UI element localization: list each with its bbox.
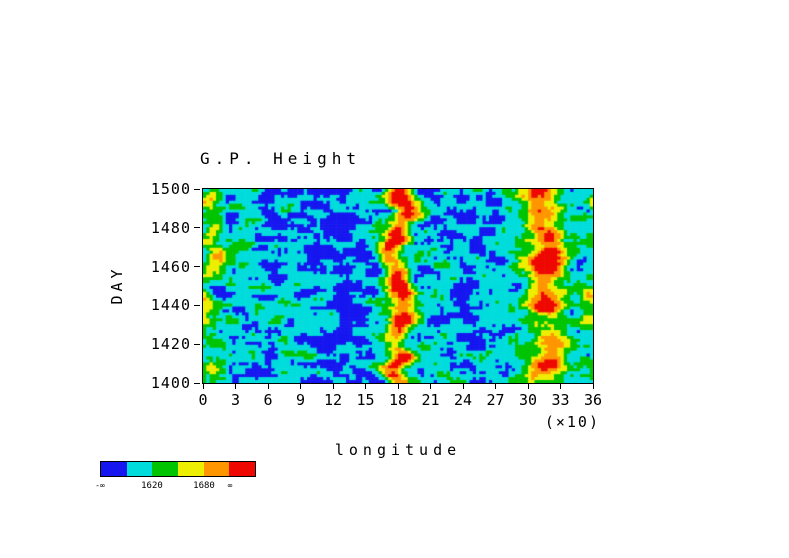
x-tick-label: 0 xyxy=(198,391,208,409)
x-tick xyxy=(527,384,529,389)
x-tick-label: 12 xyxy=(323,391,343,409)
x-tick-label: 30 xyxy=(518,391,538,409)
x-tick xyxy=(202,384,204,389)
y-tick xyxy=(194,382,200,384)
x-tick xyxy=(462,384,464,389)
y-tick xyxy=(194,266,200,268)
colorbar-label: ∞ xyxy=(227,481,233,490)
y-tick xyxy=(194,227,200,229)
x-tick xyxy=(560,384,561,389)
colorbar-label: 1680 xyxy=(193,481,215,491)
colorbar-label: -∞ xyxy=(95,481,105,490)
y-tick-label: 1480 xyxy=(150,218,191,237)
x-tick xyxy=(397,384,399,389)
y-tick-label: 1460 xyxy=(150,257,191,276)
y-tick-label: 1440 xyxy=(150,296,191,315)
x-tick xyxy=(235,384,236,389)
x-tick-label: 15 xyxy=(356,391,375,409)
colorbar-segment xyxy=(203,462,230,476)
x-tick-label: 24 xyxy=(453,391,473,409)
colorbar-segment xyxy=(152,462,179,476)
x-tick xyxy=(332,384,334,389)
chart-title: G.P. Height xyxy=(200,149,361,168)
x-tick xyxy=(430,384,431,389)
x-tick-label: 21 xyxy=(421,391,440,409)
colorbar-label: 1620 xyxy=(141,481,163,491)
x-axis-label: longitude xyxy=(334,441,462,459)
y-axis-label: DAY xyxy=(108,265,126,305)
heatmap-plot-area xyxy=(202,188,594,384)
y-tick-label: 1400 xyxy=(150,374,191,392)
colorbar-segment xyxy=(178,462,204,476)
y-tick xyxy=(194,304,200,306)
x-tick-label: 36 xyxy=(583,391,603,409)
x-tick-label: 9 xyxy=(295,391,306,409)
y-tick-label: 1500 xyxy=(150,180,191,198)
x-tick xyxy=(365,384,366,389)
x-tick xyxy=(267,384,269,389)
y-tick xyxy=(194,343,200,345)
colorbar-segment xyxy=(229,462,256,476)
x-tick-label: 18 xyxy=(388,391,408,409)
x-axis-unit: (×10) xyxy=(544,413,600,431)
colorbar-segment xyxy=(101,462,127,476)
heatmap-canvas xyxy=(203,189,593,383)
y-tick xyxy=(194,188,200,190)
colorbar-segment xyxy=(126,462,153,476)
x-tick-label: 33 xyxy=(551,391,570,409)
colorbar xyxy=(100,461,256,477)
x-tick xyxy=(592,384,594,389)
y-tick-label: 1420 xyxy=(150,335,191,354)
x-tick-label: 3 xyxy=(230,391,241,409)
x-tick xyxy=(495,384,496,389)
x-tick-label: 27 xyxy=(486,391,505,409)
x-tick xyxy=(300,384,301,389)
x-tick-label: 6 xyxy=(263,391,273,409)
